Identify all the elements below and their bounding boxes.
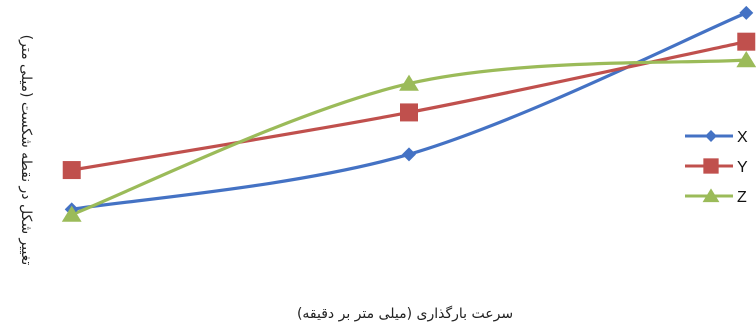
legend-label-y: Y xyxy=(737,159,748,176)
data-point-y-3 xyxy=(737,32,756,51)
data-point-z-2 xyxy=(399,74,419,91)
x-axis-label: سرعت بارگذاری (میلی متر بر دقیقه) xyxy=(297,305,513,322)
data-point-x-2 xyxy=(402,147,416,162)
legend-label-x: X xyxy=(737,129,748,146)
legend-marker-x xyxy=(705,130,717,142)
plot-area xyxy=(61,5,756,222)
data-point-x-3 xyxy=(739,5,754,20)
data-point-y-1 xyxy=(62,161,81,180)
legend-label-z: Z xyxy=(737,189,747,206)
y-axis-label: تغییر شکل در نقطه شکست (میلی متر) xyxy=(18,35,34,266)
data-point-y-2 xyxy=(400,103,418,122)
data-point-z-1 xyxy=(61,205,82,222)
legend-marker-z xyxy=(702,188,720,203)
legend-marker-y xyxy=(703,158,719,174)
legend: XYZ xyxy=(685,129,748,206)
data-point-z-3 xyxy=(736,51,756,68)
